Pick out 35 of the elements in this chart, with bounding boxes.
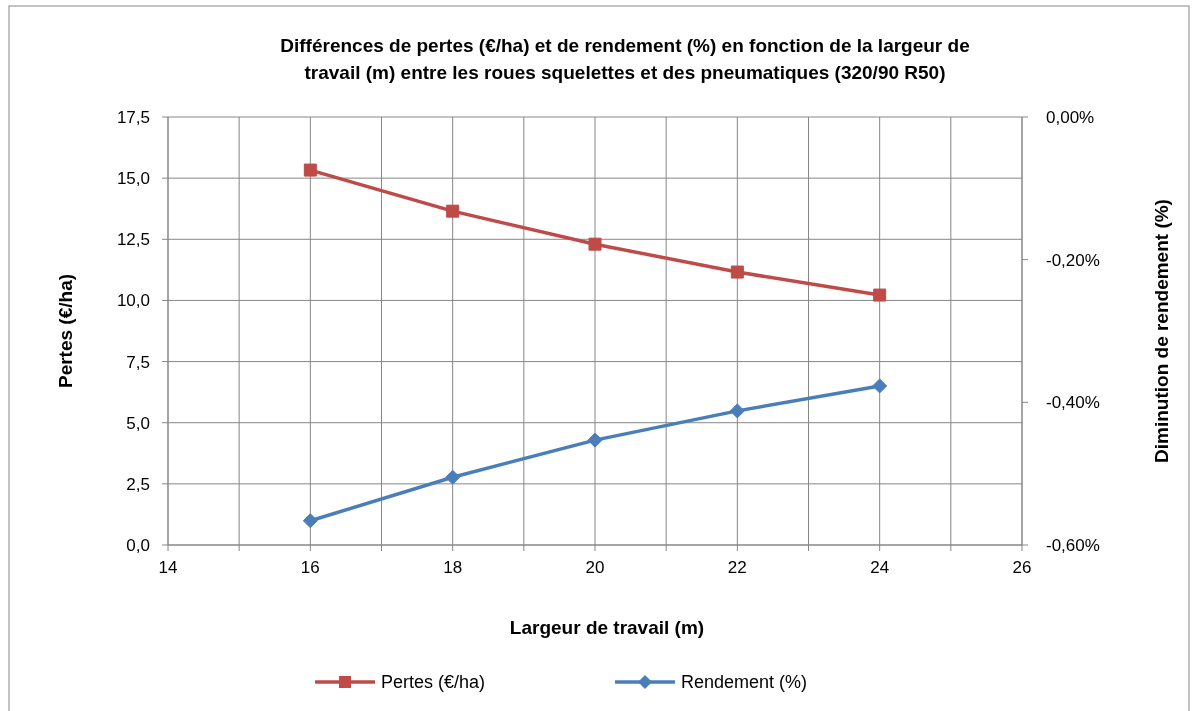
- point: [446, 204, 460, 218]
- x-tick-label: 24: [870, 558, 890, 577]
- x-tick-label: 20: [585, 558, 605, 577]
- y-tick-label: 12,5: [116, 230, 150, 250]
- y-tick-label: 15,0: [116, 169, 150, 189]
- x-axis-title: Largeur de travail (m): [509, 617, 705, 638]
- point: [729, 403, 745, 419]
- y2-tick-label: -0,40%: [1046, 393, 1100, 413]
- point: [730, 265, 744, 279]
- x-tick-label: 18: [443, 558, 463, 577]
- point: [445, 469, 461, 485]
- x-tick-label: 26: [1012, 558, 1032, 577]
- y-tick-label: 7,5: [126, 352, 150, 372]
- y-axis-title: Pertes (€/ha): [55, 273, 76, 389]
- y2-tick-label: -0,60%: [1046, 535, 1100, 555]
- legend-label: Rendement (%): [681, 672, 808, 692]
- x-tick-label: 16: [300, 558, 320, 577]
- y-tick-label: 17,5: [116, 107, 150, 127]
- y2-tick-label: 0,00%: [1046, 107, 1095, 127]
- point: [302, 513, 318, 529]
- point: [872, 378, 888, 394]
- point: [587, 432, 603, 448]
- y2-axis-title: Diminution de rendement (%): [1151, 199, 1172, 463]
- point: [873, 288, 887, 302]
- legend-label: Pertes (€/ha): [381, 672, 486, 692]
- point: [303, 163, 317, 177]
- point: [588, 237, 602, 251]
- chart-title: Différences de pertes (€/ha) et de rendement (%) en fonction de la largeur de travail (m) entre les roues squelettes et des pneumatiques (320/90 R50): [280, 35, 970, 83]
- y-tick-label: 10,0: [116, 291, 150, 311]
- x-tick-label: 14: [158, 558, 178, 577]
- x-tick-label: 22: [727, 558, 747, 577]
- y-tick-label: 5,0: [126, 413, 150, 433]
- y2-tick-label: -0,20%: [1046, 250, 1100, 270]
- y-tick-label: 0,0: [126, 535, 150, 555]
- y-tick-label: 2,5: [126, 474, 150, 494]
